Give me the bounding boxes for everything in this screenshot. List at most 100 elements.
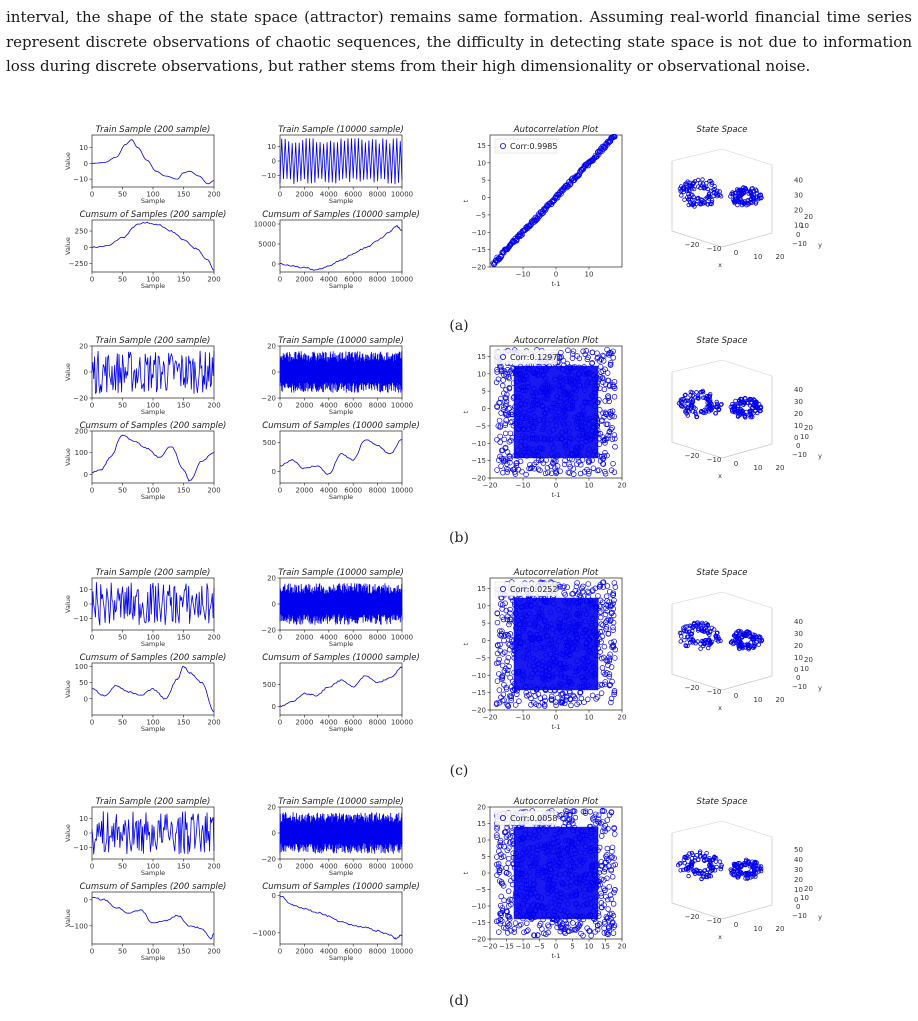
data-point — [589, 815, 596, 822]
x-tick-label: 4000 — [320, 487, 338, 495]
data-point — [498, 368, 504, 375]
y-tick-label: −15 — [471, 689, 486, 697]
attractor-point — [688, 861, 694, 866]
z-tick-label: 0 — [794, 666, 798, 674]
attractor-point — [738, 187, 743, 192]
x-tick-label: 0 — [734, 249, 738, 257]
pane-top — [671, 591, 773, 609]
x-tick-label: 6000 — [344, 719, 362, 727]
data-point — [607, 602, 614, 608]
x-axis-label: t-1 — [551, 952, 560, 960]
attractor-point — [683, 628, 688, 634]
x-axis-label: Sample — [141, 493, 165, 501]
x-tick-label: 50 — [118, 863, 127, 871]
x-tick-label: 0 — [90, 863, 94, 871]
data-point — [504, 367, 511, 373]
x-axis-label: Sample — [329, 954, 353, 962]
panel-caption: (b) — [449, 530, 469, 546]
data-point — [563, 808, 569, 814]
data-point — [600, 622, 606, 628]
chart-title: Autocorrelation Plot — [513, 336, 599, 346]
data-point — [601, 386, 608, 393]
data-point — [498, 879, 505, 885]
attractor-point — [706, 407, 711, 412]
z-tick-label: 50 — [794, 846, 803, 854]
attractor-point — [682, 860, 688, 866]
attractor-point — [704, 857, 709, 862]
series-line — [279, 895, 403, 940]
attractor-point — [701, 395, 706, 400]
x-tick-label: 0 — [278, 487, 282, 495]
attractor-point — [747, 645, 752, 651]
data-point — [494, 678, 501, 684]
y-tick-label: 5 — [482, 388, 486, 396]
data-point — [569, 927, 575, 933]
y-axis-label: y — [818, 913, 822, 921]
data-point — [503, 411, 509, 418]
x-tick-label: 6000 — [344, 487, 362, 495]
chart-title: Autocorrelation Plot — [513, 797, 599, 807]
series-line — [279, 439, 403, 475]
data-point — [609, 848, 615, 855]
y-axis-label: Value — [64, 824, 72, 842]
x-axis-label: Sample — [329, 725, 353, 733]
x-tick-label: 8000 — [369, 634, 387, 642]
data-point — [512, 702, 519, 708]
series-line — [91, 139, 215, 185]
attractor-point — [682, 638, 687, 643]
pane-top — [671, 148, 773, 166]
y-tick-label: 100 — [75, 449, 88, 457]
data-point — [598, 418, 605, 424]
attractor-point — [690, 628, 695, 634]
x-tick-label: −20 — [483, 714, 498, 722]
attractor-point — [735, 638, 740, 643]
chart-title: Train Sample (10000 sample) — [278, 797, 404, 807]
data-point — [558, 354, 565, 360]
chart-title: Train Sample (10000 sample) — [278, 336, 404, 346]
y-tick-label: 15 — [477, 353, 486, 361]
data-point — [594, 926, 601, 933]
attractor-point — [705, 630, 710, 635]
data-point — [537, 920, 544, 927]
x-tick-label: 20 — [618, 943, 627, 951]
attractor-point — [704, 851, 709, 856]
x-tick-label: 0 — [90, 634, 94, 642]
data-point — [607, 651, 613, 658]
data-point — [511, 929, 517, 935]
data-point — [549, 697, 555, 704]
data-point — [542, 697, 548, 704]
y-tick-label: 100 — [75, 663, 88, 671]
data-point — [610, 606, 617, 612]
attractor-point — [683, 404, 688, 409]
attractor — [677, 620, 765, 652]
data-point — [593, 696, 599, 702]
attractor-point — [685, 643, 690, 649]
x-tick-label: −20 — [685, 241, 700, 249]
data-point — [505, 860, 512, 867]
z-tick-label: 30 — [794, 192, 803, 200]
data-point — [504, 658, 510, 665]
y-tick-label: −10 — [471, 672, 486, 680]
x-tick-label: 0 — [278, 276, 282, 284]
data-point — [526, 465, 532, 472]
legend-label: Corr:0.0252 — [510, 585, 557, 594]
y-tick-label: 10 — [800, 894, 809, 902]
y-tick-label: 0 — [84, 471, 88, 479]
x-tick-label: 10000 — [391, 634, 413, 642]
data-point — [612, 831, 618, 837]
data-point — [494, 872, 500, 878]
attractor-point — [683, 408, 689, 414]
y-tick-label: 0 — [482, 194, 486, 202]
z-tick-label: 10 — [794, 422, 803, 430]
x-tick-label: 10 — [754, 696, 763, 704]
data-point — [503, 908, 510, 914]
data-point — [610, 460, 616, 467]
data-point — [501, 637, 507, 644]
data-point — [504, 847, 511, 854]
data-point — [611, 413, 617, 420]
y-tick-label: 10 — [477, 602, 486, 610]
y-tick-label: 10000 — [254, 221, 276, 229]
data-point — [560, 584, 566, 591]
legend-marker — [500, 142, 507, 149]
